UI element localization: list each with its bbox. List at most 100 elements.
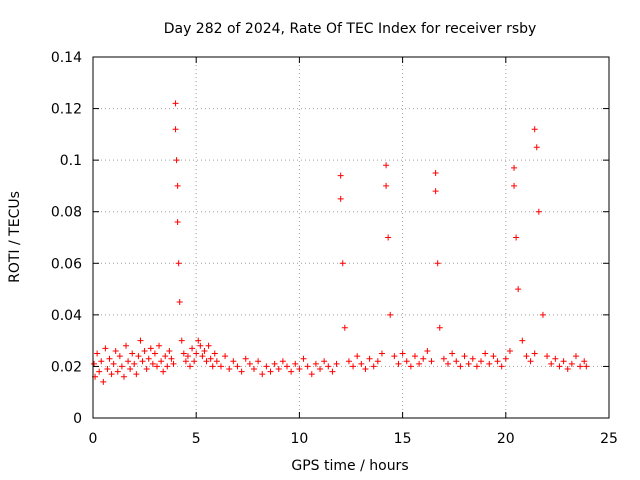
data-point [292,360,299,367]
data-point [519,337,526,344]
grid-lines [93,57,609,418]
data-point [453,358,460,365]
data-point [180,350,187,357]
data-point [174,219,181,226]
data-point [141,347,148,354]
data-point [469,355,476,362]
data-point [428,358,435,365]
data-point [445,360,452,367]
data-point [506,347,513,354]
x-tick-label: 15 [394,431,412,447]
data-point [104,366,111,373]
data-point [98,358,105,365]
data-point [523,353,530,360]
data-point [143,366,150,373]
data-point [102,345,109,352]
y-tick-label: 0.04 [51,308,82,324]
data-point [511,164,518,171]
data-point [184,353,191,360]
data-point [341,324,348,331]
x-tick-label: 5 [192,431,201,447]
data-point [581,358,588,365]
data-point [317,366,324,373]
data-point [193,350,200,357]
data-point [106,355,113,362]
data-point [230,358,237,365]
data-point [242,355,249,362]
data-point [91,360,98,367]
data-point [436,324,443,331]
data-point [486,360,493,367]
x-tick-label: 25 [600,431,618,447]
y-tick-labels: 0 0.02 0.04 0.06 0.08 0.1 0.12 0.14 [51,50,82,427]
data-point [279,358,286,365]
data-point [112,347,119,354]
x-tick-label: 0 [89,431,98,447]
data-point [513,234,520,241]
data-point [572,353,579,360]
data-point [156,342,163,349]
data-point [465,360,472,367]
data-point [552,355,559,362]
x-tick-label: 10 [290,431,308,447]
data-point [544,353,551,360]
data-point [100,378,107,385]
data-point [577,363,584,370]
data-point [502,355,509,362]
data-point [383,182,390,189]
data-point [151,350,158,357]
data-point [125,358,132,365]
data-point [350,363,357,370]
data-point [250,366,257,373]
data-point [246,360,253,367]
y-tick-label: 0.12 [51,102,82,118]
data-point [96,368,103,375]
data-point [407,363,414,370]
data-point [288,368,295,375]
data-point [339,260,346,267]
data-point [337,172,344,179]
data-point [560,358,567,365]
data-point [416,360,423,367]
data-point [511,182,518,189]
data-point [211,350,218,357]
data-point [118,363,125,370]
data-point [162,353,169,360]
data-point [259,371,266,378]
y-tick-label: 0 [73,411,82,427]
data-point [411,353,418,360]
data-point [556,363,563,370]
data-point [370,363,377,370]
data-point [432,170,439,177]
data-point [424,347,431,354]
data-point [189,345,196,352]
data-point [449,350,456,357]
x-axis-label: GPS time / hours [291,458,408,474]
data-point [296,366,303,373]
data-point [478,358,485,365]
data-point [201,347,208,354]
data-point [354,353,361,360]
data-point [284,363,291,370]
data-point [387,311,394,318]
data-point [127,366,134,373]
data-point [203,358,210,365]
data-point [195,337,202,344]
data-point [263,363,270,370]
data-point [391,353,398,360]
data-point [116,353,123,360]
data-point [498,363,505,370]
data-point [568,360,575,367]
data-point [197,342,204,349]
data-point [531,126,538,133]
data-point [160,368,167,375]
data-point [300,355,307,362]
data-point [234,363,241,370]
data-point [153,363,160,370]
data-point [173,157,180,164]
y-tick-label: 0.08 [51,205,82,221]
data-point [395,360,402,367]
data-point [108,371,115,378]
x-tick-labels: 0 5 10 15 20 25 [89,431,618,447]
data-point [333,360,340,367]
